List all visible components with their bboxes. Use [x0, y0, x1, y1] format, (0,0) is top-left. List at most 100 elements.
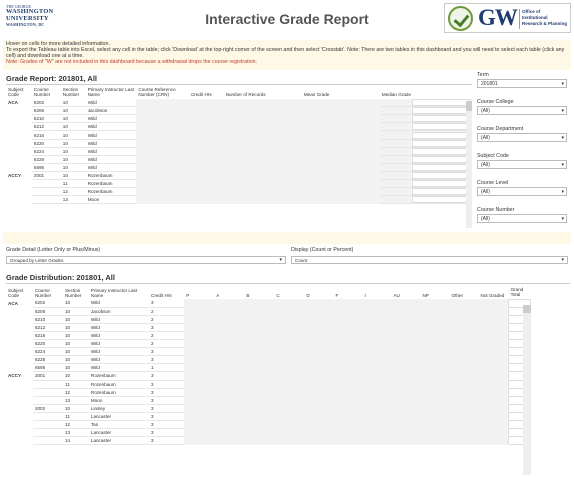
cell-grade-count[interactable]	[184, 315, 215, 324]
cell-subject-code[interactable]	[6, 147, 32, 155]
cell-blank[interactable]	[136, 163, 189, 172]
cell-grade-count[interactable]	[362, 299, 392, 308]
cell-credit-hrs[interactable]: 2	[149, 339, 185, 349]
cell-grade-count[interactable]	[184, 404, 215, 413]
cell-grade-count[interactable]	[333, 323, 363, 332]
cell-blank[interactable]	[223, 187, 302, 197]
table-row[interactable]: 6220 10 Wild	[6, 139, 472, 148]
cell-blank[interactable]	[223, 114, 302, 124]
cell-grade-count[interactable]	[420, 420, 450, 430]
cell-instructor[interactable]: Jacobson	[88, 307, 149, 316]
cell-section-number[interactable]: 10	[62, 307, 89, 316]
cell-grade-count[interactable]	[274, 412, 305, 422]
cell-blank[interactable]	[136, 195, 189, 205]
cell-section-number[interactable]: 10	[60, 98, 86, 108]
cell-blank[interactable]	[188, 106, 224, 116]
cell-grade-count[interactable]	[391, 388, 421, 397]
cell-blank[interactable]	[188, 114, 224, 124]
cell-subject-code[interactable]	[6, 115, 32, 123]
cell-median-grade[interactable]	[379, 195, 472, 205]
cell-grade-count[interactable]	[244, 315, 275, 324]
cell-blank[interactable]	[136, 114, 189, 124]
filter-select-course-level[interactable]: (All) ▾	[477, 187, 567, 196]
cell-grade-count[interactable]	[274, 420, 305, 430]
cell-section-number[interactable]: 10	[62, 355, 89, 365]
report-scrollbar[interactable]	[466, 101, 472, 228]
table-row[interactable]: 6224 10 Wild 3	[6, 347, 531, 357]
cell-credit-hrs[interactable]: 3	[149, 396, 185, 405]
cell-subject-code[interactable]	[6, 131, 32, 139]
cell-credit-hrs[interactable]: 2	[149, 331, 185, 341]
cell-median-grade[interactable]	[379, 147, 472, 156]
table-row[interactable]: 6212 10 Wild 3	[6, 322, 531, 332]
table-row[interactable]: 6212 10 Wild	[6, 122, 472, 132]
cell-grade-count[interactable]	[333, 371, 363, 381]
cell-grade-count[interactable]	[391, 307, 421, 316]
table-row[interactable]: ACA 6202 10 Wild	[6, 98, 472, 108]
cell-grade-count[interactable]	[274, 347, 305, 357]
cell-grade-count[interactable]	[420, 323, 450, 332]
cell-blank[interactable]	[301, 147, 380, 156]
table-row[interactable]: 6595 10 Wild 1	[6, 363, 531, 373]
cell-grade-count[interactable]	[244, 396, 275, 405]
cell-grade-count[interactable]	[391, 331, 421, 341]
cell-credit-hrs[interactable]: 3	[149, 428, 185, 438]
cell-section-number[interactable]: 10	[60, 122, 86, 132]
cell-grade-count[interactable]	[478, 323, 509, 332]
cell-blank[interactable]	[301, 163, 380, 172]
cell-blank[interactable]	[223, 163, 302, 172]
cell-grade-count[interactable]	[391, 396, 421, 405]
cell-median-grade[interactable]	[379, 106, 472, 116]
cell-section-number[interactable]: 10	[60, 163, 86, 172]
cell-grade-count[interactable]	[244, 331, 275, 341]
cell-credit-hrs[interactable]: 3	[149, 420, 185, 430]
cell-grade-count[interactable]	[420, 315, 450, 324]
cell-section-number[interactable]: 14	[62, 436, 89, 446]
cell-instructor[interactable]: Rozenbaum	[88, 371, 149, 381]
cell-grade-count[interactable]	[214, 428, 245, 438]
filter-select-term[interactable]: 201801 ▾	[477, 79, 567, 88]
cell-grade-count[interactable]	[184, 420, 215, 430]
cell-grade-count[interactable]	[184, 363, 215, 373]
cell-grade-count[interactable]	[478, 380, 509, 389]
cell-blank[interactable]	[301, 171, 380, 181]
cell-instructor[interactable]: Wild	[88, 323, 149, 332]
table-row[interactable]: 12 Rozenbaum 3	[6, 387, 531, 397]
cell-grade-count[interactable]	[214, 436, 245, 446]
cell-credit-hrs[interactable]: 3	[149, 371, 185, 381]
cell-instructor[interactable]: Lancaster	[88, 428, 149, 438]
cell-grade-count[interactable]	[304, 428, 334, 438]
cell-grade-count[interactable]	[184, 380, 215, 389]
cell-grade-count[interactable]	[184, 412, 215, 422]
cell-grade-count[interactable]	[362, 371, 392, 381]
cell-grade-count[interactable]	[214, 307, 245, 316]
cell-subject-code[interactable]	[6, 188, 32, 196]
cell-section-number[interactable]: 10	[62, 331, 89, 341]
grade-distribution-table[interactable]: Subject Code Course Number Section Numbe…	[6, 287, 531, 446]
cell-grade-count[interactable]	[478, 412, 509, 422]
cell-grade-count[interactable]	[333, 299, 363, 308]
cell-grade-count[interactable]	[362, 412, 392, 422]
cell-blank[interactable]	[223, 179, 302, 189]
cell-grade-count[interactable]	[362, 339, 392, 349]
cell-grade-count[interactable]	[391, 315, 421, 324]
cell-grade-count[interactable]	[391, 428, 421, 438]
cell-grade-count[interactable]	[420, 299, 450, 308]
cell-grade-count[interactable]	[214, 420, 245, 430]
cell-subject-code[interactable]	[6, 412, 33, 420]
cell-grade-count[interactable]	[449, 355, 479, 365]
cell-grade-count[interactable]	[244, 371, 275, 381]
cell-section-number[interactable]: 10	[60, 147, 86, 156]
cell-grade-count[interactable]	[362, 404, 392, 413]
cell-blank[interactable]	[136, 179, 189, 189]
cell-median-grade[interactable]	[379, 155, 472, 164]
cell-grade-count[interactable]	[304, 363, 334, 373]
cell-grade-count[interactable]	[304, 436, 334, 446]
cell-grade-count[interactable]	[304, 420, 334, 430]
cell-grade-count[interactable]	[333, 396, 363, 405]
cell-grade-count[interactable]	[449, 323, 479, 332]
cell-instructor[interactable]: Wild	[85, 98, 137, 108]
cell-grade-count[interactable]	[184, 436, 215, 446]
cell-grade-count[interactable]	[304, 299, 334, 308]
cell-grade-count[interactable]	[274, 315, 305, 324]
